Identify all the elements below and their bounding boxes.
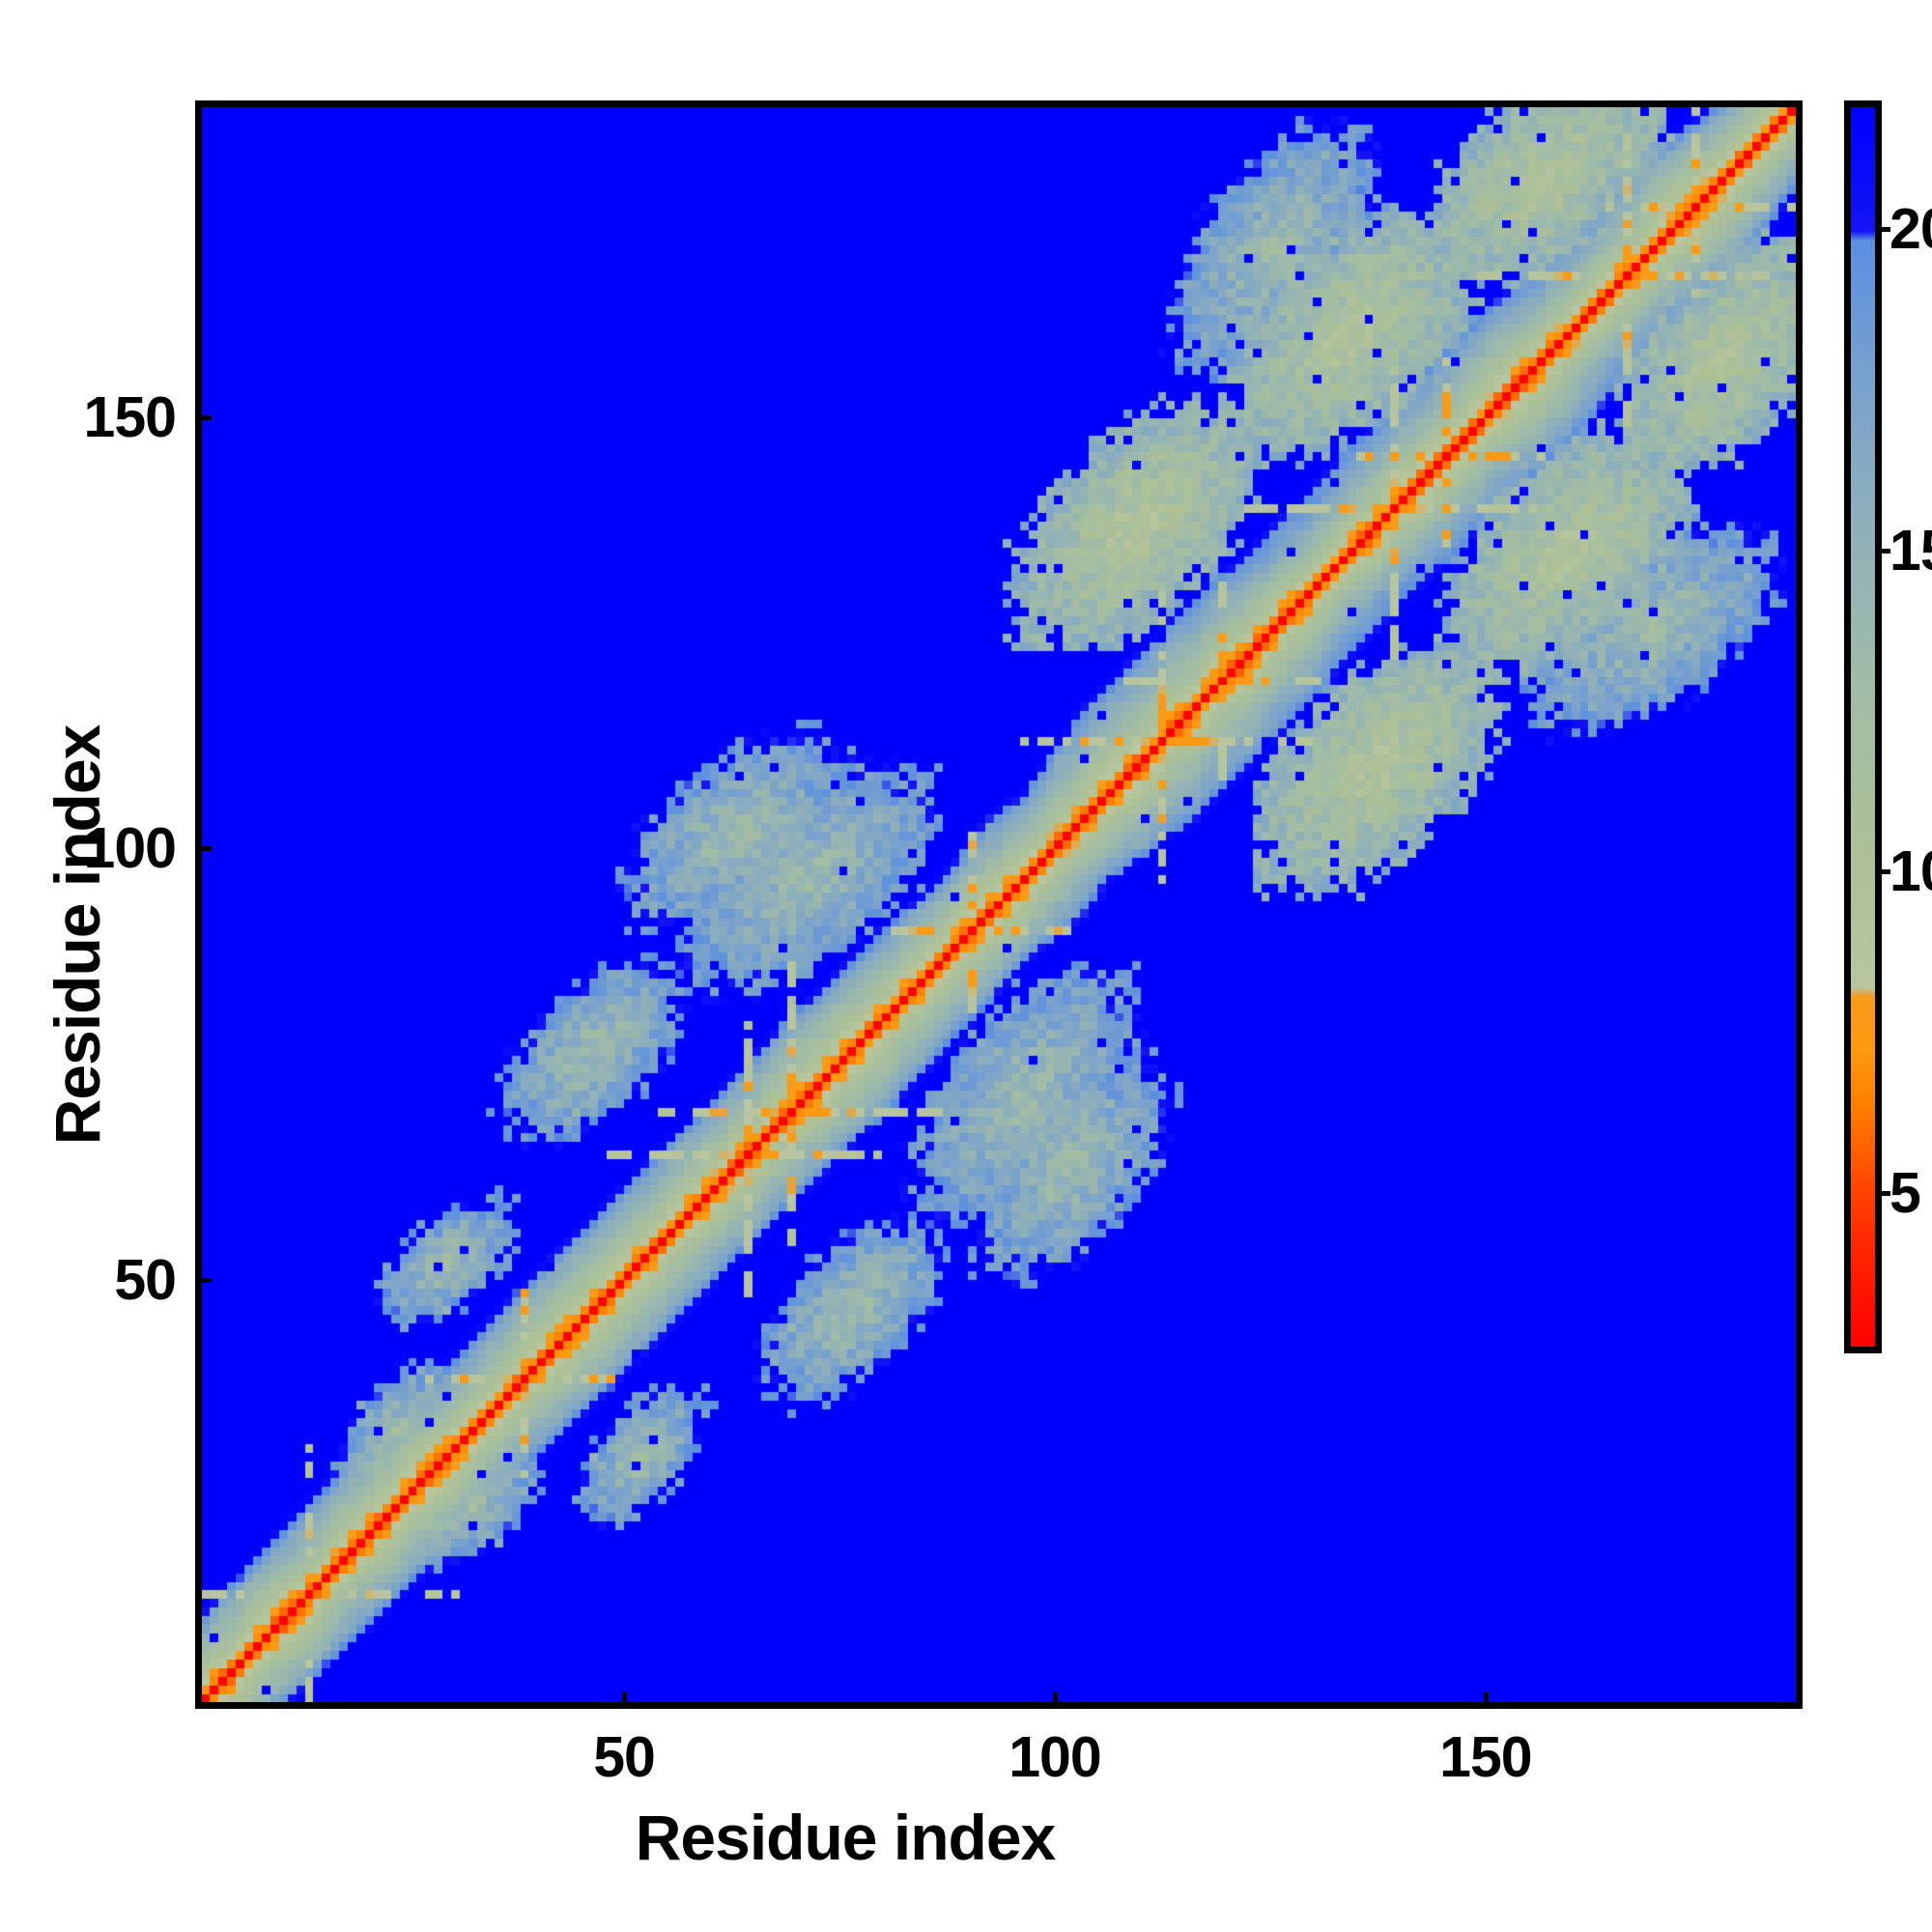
y-tick-mark — [195, 415, 212, 421]
colorbar-gradient — [1851, 107, 1875, 1347]
colorbar-tick-label: 5 — [1889, 1160, 1921, 1225]
y-tick-label: 150 — [83, 385, 177, 450]
heatmap-plot-area — [195, 100, 1803, 1709]
y-tick-label: 100 — [83, 816, 177, 881]
colorbar-tick-mark — [1877, 869, 1890, 875]
colorbar-tick-label: 10 — [1889, 839, 1932, 904]
colorbar-tick-label: 15 — [1889, 518, 1932, 582]
x-tick-label: 150 — [1439, 1725, 1532, 1789]
colorbar-tick-mark — [1877, 227, 1890, 233]
colorbar-tick-mark — [1877, 1190, 1890, 1196]
x-tick-label: 100 — [1009, 1725, 1101, 1789]
colorbar — [1844, 100, 1882, 1353]
y-tick-mark — [195, 1277, 212, 1283]
heatmap-canvas — [202, 107, 1796, 1702]
x-tick-mark — [622, 1692, 628, 1709]
colorbar-tick-mark — [1877, 548, 1890, 554]
x-axis-title: Residue index — [0, 1801, 1932, 1874]
y-axis-title: Residue index — [42, 724, 113, 1146]
x-tick-label: 50 — [593, 1725, 656, 1789]
colorbar-tick-label: 20 — [1889, 197, 1932, 262]
y-tick-mark — [195, 846, 212, 852]
x-tick-mark — [1483, 1692, 1489, 1709]
x-axis-title-text: Residue index — [635, 1802, 1056, 1873]
x-tick-mark — [1052, 1692, 1058, 1709]
y-tick-label: 50 — [114, 1247, 177, 1312]
